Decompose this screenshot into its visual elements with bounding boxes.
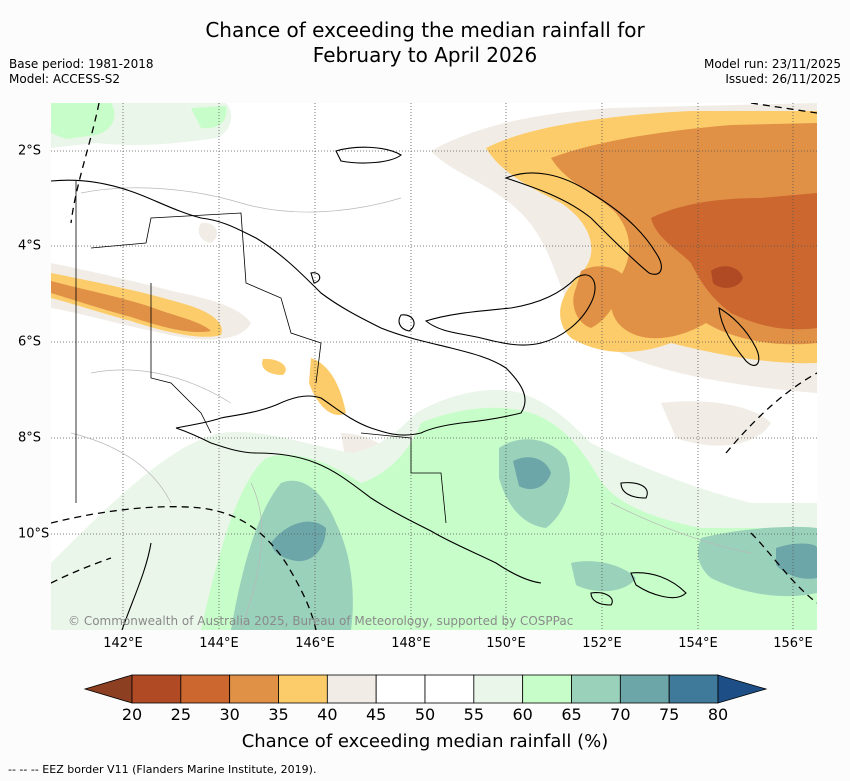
colorbar-tick-label: 35 <box>268 705 289 724</box>
gridlines <box>51 103 817 630</box>
map-panel <box>51 103 817 630</box>
island-2 <box>310 272 321 284</box>
colorbar-segment <box>326 674 377 704</box>
colorbar-tick-label: 65 <box>561 705 582 724</box>
x-tick-150: 150°E <box>486 636 526 651</box>
colorbar-title: Chance of exceeding median rainfall (%) <box>241 731 609 752</box>
new-guinea-north-coast <box>51 179 526 436</box>
colorbar-tick-label: 45 <box>365 705 387 724</box>
colorbar-tick-label: 40 <box>317 705 338 724</box>
coastlines <box>51 146 760 630</box>
colorbar-tick-label: 20 <box>121 705 143 724</box>
rainfall-map <box>51 103 817 630</box>
contour-beige-e <box>661 401 771 446</box>
new-britain <box>424 274 596 346</box>
model-text: Model: ACCESS-S2 <box>9 72 121 86</box>
contour-darkest-ne <box>711 266 743 288</box>
x-tick-142: 142°E <box>103 636 143 651</box>
meta-left: Base period: 1981-2018 Model: ACCESS-S2 <box>9 57 154 87</box>
colorbar-segment <box>473 674 524 704</box>
x-tick-152: 152°E <box>582 636 622 651</box>
contour-lines <box>70 187 752 630</box>
y-tick-8s: 8°S <box>18 430 42 446</box>
island-5 <box>590 592 613 606</box>
contour-yellow-center2 <box>262 358 286 375</box>
colorbar-segment <box>668 674 719 704</box>
y-tick-2s: 2°S <box>18 143 42 159</box>
contour-green-s <box>201 407 817 630</box>
x-tick-156: 156°E <box>773 636 813 651</box>
contour-green-nw <box>51 103 115 139</box>
contour-beige-nw <box>198 222 218 243</box>
cape-york <box>121 542 152 630</box>
footer-eez-note: -- -- -- EEZ border V11 (Flanders Marine… <box>8 763 317 776</box>
colorbar-segment <box>131 674 182 704</box>
contour-dark-teal-se <box>776 543 817 579</box>
colorbar-segment <box>180 674 231 704</box>
x-tick-146: 146°E <box>295 636 335 651</box>
island-3 <box>620 482 648 499</box>
eez-borders <box>51 103 817 630</box>
colorbar-segment <box>424 674 475 704</box>
colorbar-segment <box>619 674 670 704</box>
meta-right: Model run: 23/11/2025 Issued: 26/11/2025 <box>704 57 841 87</box>
y-tick-10s: 10°S <box>18 526 50 542</box>
contour-orange-ne2 <box>573 266 626 328</box>
manus-island <box>335 146 402 164</box>
contour-yellow-center <box>309 358 346 415</box>
contour-dark-teal-sw <box>271 521 326 562</box>
contour-teal-solomon <box>571 561 636 592</box>
contour-orange-w <box>51 281 211 333</box>
title-line-2: February to April 2026 <box>312 43 538 67</box>
copyright-text: © Commonwealth of Australia 2025, Bureau… <box>68 614 574 628</box>
colorbar <box>83 674 768 704</box>
y-tick-4s: 4°S <box>18 238 42 254</box>
colorbar-tick-label: 60 <box>512 705 533 724</box>
contour-teal-se <box>698 526 817 597</box>
colorbar-tick-label: 75 <box>658 705 680 724</box>
colorbar-tick-label: 25 <box>170 705 192 724</box>
new-guinea-south-coast <box>175 427 542 584</box>
new-ireland <box>504 172 662 275</box>
colorbar-extend-high <box>717 674 768 704</box>
colorbar-tick-label: 50 <box>414 705 436 724</box>
colorbar-tick-label: 55 <box>463 705 485 724</box>
colorbar-segment <box>229 674 279 704</box>
x-tick-148: 148°E <box>391 636 431 651</box>
colorbar-tick-label: 80 <box>707 705 729 724</box>
bougainville <box>718 306 760 366</box>
colorbar-extend-low <box>83 674 133 704</box>
contour-dark-teal-center <box>513 457 551 490</box>
provincial-borders <box>75 181 447 524</box>
x-tick-144: 144°E <box>199 636 239 651</box>
contour-dark-orange-ne <box>651 193 817 330</box>
y-tick-6s: 6°S <box>18 334 42 350</box>
colorbar-segment <box>522 674 572 704</box>
chart-title: Chance of exceeding the median rainfall … <box>0 18 850 68</box>
contour-green-nw2 <box>191 106 227 129</box>
colorbar-segment <box>571 674 621 704</box>
island-1 <box>398 314 415 332</box>
base-period-text: Base period: 1981-2018 <box>9 57 154 71</box>
colorbar-segment <box>375 674 426 704</box>
colorbar-tick-label: 70 <box>610 705 631 724</box>
issued-text: Issued: 26/11/2025 <box>725 72 841 86</box>
title-line-1: Chance of exceeding the median rainfall … <box>205 18 645 42</box>
colorbar-segment <box>278 674 328 704</box>
model-run-text: Model run: 23/11/2025 <box>703 57 841 71</box>
island-4 <box>630 572 687 599</box>
colorbar-tick-label: 30 <box>219 705 240 724</box>
x-tick-154: 154°E <box>678 636 718 651</box>
